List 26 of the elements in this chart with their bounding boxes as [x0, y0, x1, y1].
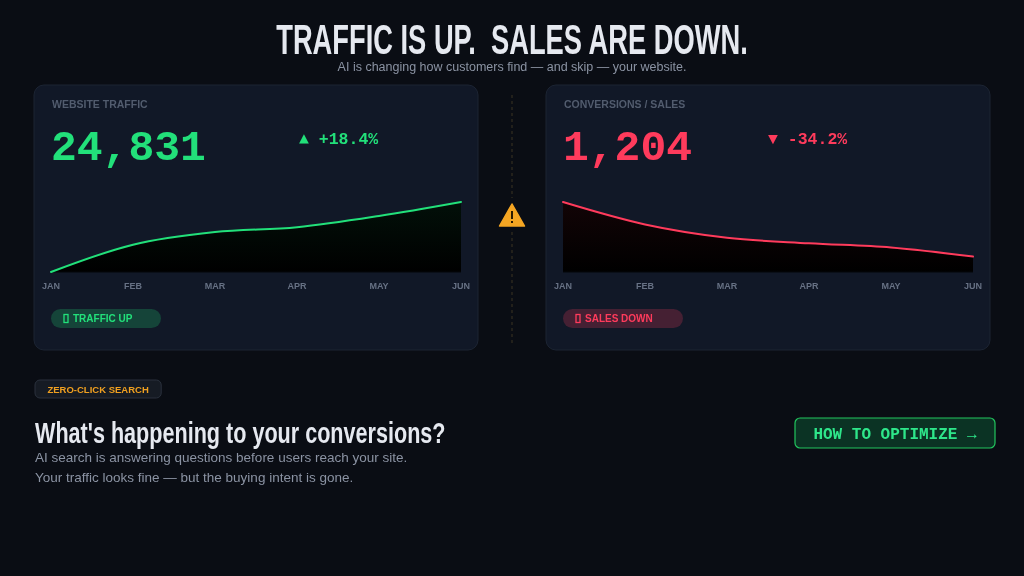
text: AI is changing how customers find — and skip — your website. — [337, 60, 687, 74]
text: What's happening to your conversions? — [35, 415, 446, 450]
x-tick-label: APR — [287, 281, 307, 291]
x-tick-label: JUN — [963, 281, 983, 291]
x-tick-label: MAY — [369, 281, 389, 291]
text: ZERO-CLICK SEARCH — [47, 383, 149, 395]
text: ▼ -34.2% — [768, 130, 848, 149]
text: AI search is answering questions before users reach your site. — [35, 450, 408, 465]
text: ▲ +18.4% — [299, 130, 379, 149]
x-tick-label: JAN — [553, 281, 573, 291]
x-tick-label: FEB — [636, 281, 655, 291]
text: Your traffic looks fine — but the buying intent is gone. — [35, 469, 354, 485]
x-tick-label: APR — [799, 281, 819, 291]
chart-title: CONVERSIONS / SALES — [564, 98, 686, 110]
text: HOW TO OPTIMIZE → — [813, 425, 978, 444]
chart-title: WEBSITE TRAFFIC — [52, 98, 149, 110]
text: SALES DOWN — [585, 313, 653, 324]
x-tick-label: JUN — [451, 281, 471, 291]
x-tick-label: JAN — [41, 281, 61, 291]
text: TRAFFIC UP — [73, 313, 133, 324]
x-tick-label: FEB — [124, 281, 143, 291]
x-tick-label: MAY — [881, 281, 901, 291]
x-tick-label: MAR — [716, 281, 738, 291]
x-tick-label: MAR — [204, 281, 226, 291]
text: 1,204 — [563, 124, 693, 173]
text: 24,831 — [51, 124, 206, 173]
